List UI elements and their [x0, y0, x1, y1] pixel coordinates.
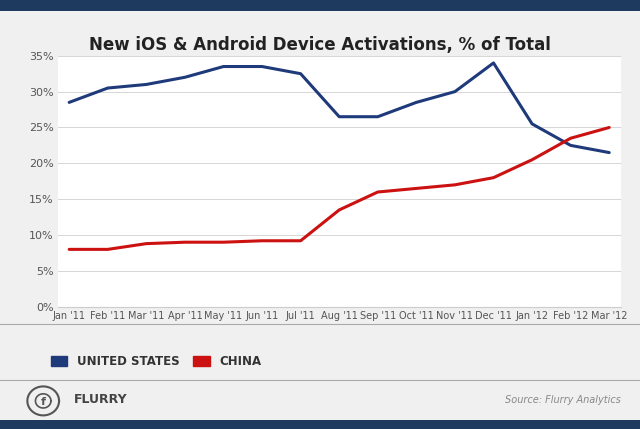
Text: Source: Flurry Analytics: Source: Flurry Analytics	[505, 395, 621, 405]
Text: New iOS & Android Device Activations, % of Total: New iOS & Android Device Activations, % …	[89, 36, 551, 54]
Legend: UNITED STATES, CHINA: UNITED STATES, CHINA	[51, 355, 262, 368]
Text: FLURRY: FLURRY	[74, 393, 127, 406]
Text: f: f	[41, 396, 45, 407]
